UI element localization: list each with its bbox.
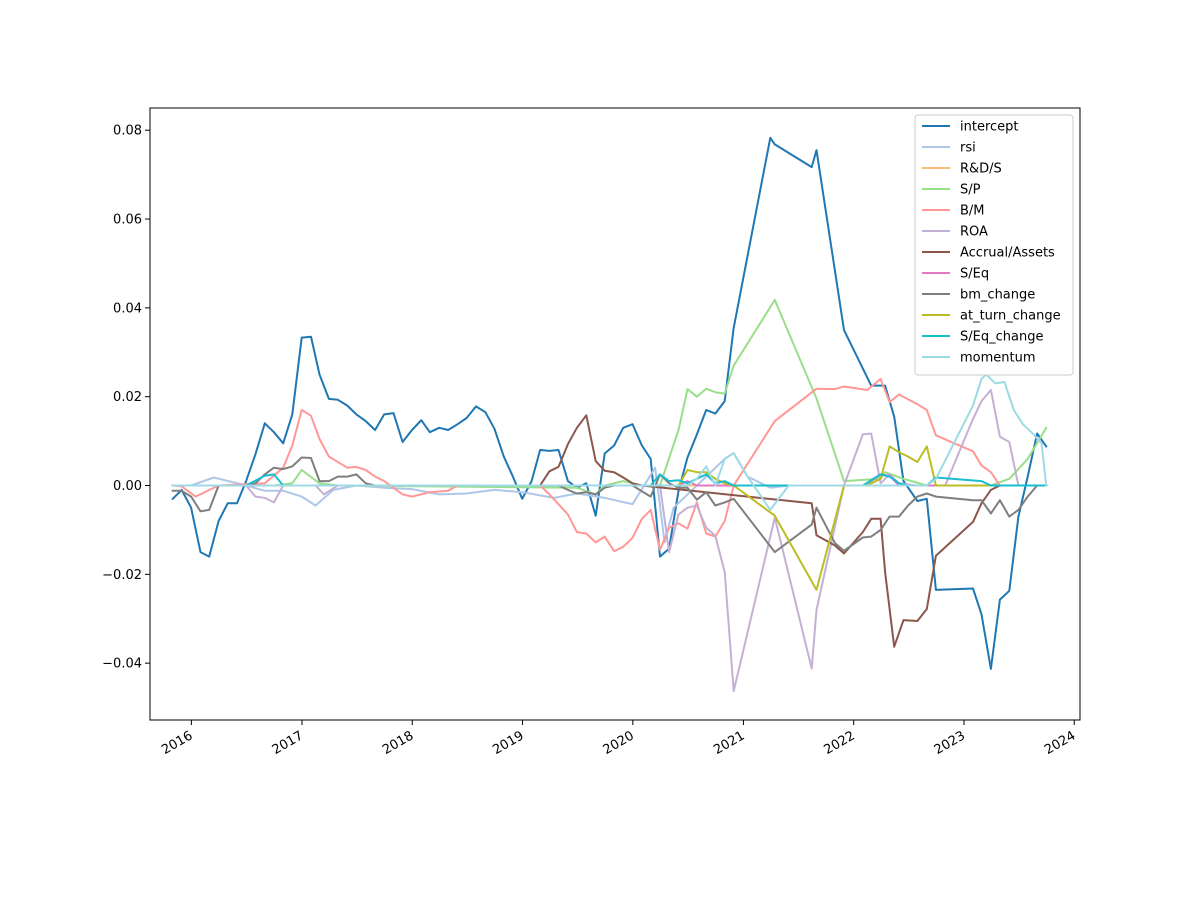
series-line-intercept [171, 136, 1048, 670]
legend-entry-label: intercept [960, 120, 1019, 135]
legend-box [914, 114, 1074, 376]
y-tick-label: 0.06 [113, 213, 142, 228]
legend-entry-label: S/Eq [960, 267, 989, 282]
series-line-b-m [171, 377, 1048, 553]
y-axis: −0.04 −0.02 0.00 0.02 0.04 0.06 0.08 [102, 124, 150, 672]
legend-entry-label: S/P [960, 183, 981, 198]
legend-entry-label: momentum [960, 351, 1036, 366]
legend-entry-label: bm_change [960, 288, 1035, 303]
y-tick-label: 0.00 [113, 479, 142, 494]
series-line-momentum [171, 373, 1048, 511]
y-tick-label: −0.04 [102, 657, 142, 672]
series-line-accrual-assets [171, 414, 1048, 648]
legend-entry-label: S/Eq_change [960, 330, 1043, 345]
y-tick-label: 0.08 [113, 124, 142, 139]
legend-entry-label: rsi [960, 141, 976, 156]
y-tick-label: −0.02 [102, 568, 142, 583]
plot-frame [149, 107, 1081, 721]
y-tick-label: 0.02 [113, 390, 142, 405]
legend-entry-label: B/M [960, 204, 985, 219]
series-layer [171, 136, 1048, 693]
legend-entry-label: ROA [960, 225, 988, 240]
legend-entry-label: R&D/S [960, 162, 1002, 177]
y-tick-label: 0.04 [113, 301, 142, 316]
legend: intercept rsi R&D/S S/P B/M ROA Accrual/Assets… [914, 114, 1074, 376]
legend-entry-label: Accrual/Assets [960, 246, 1055, 261]
legend-entry-label: at_turn_change [960, 309, 1061, 324]
